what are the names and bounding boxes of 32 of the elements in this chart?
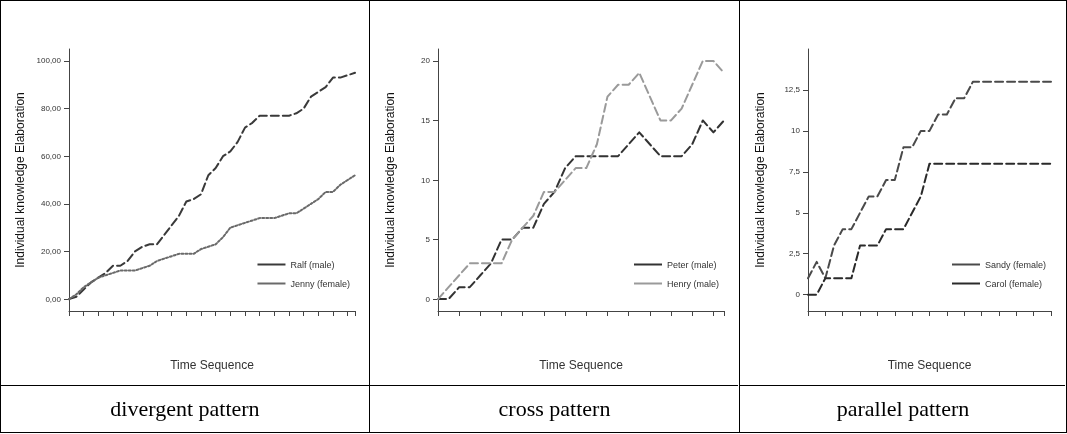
y-tick-label: 2,5	[788, 249, 801, 259]
y-tick-label: 7,5	[788, 167, 801, 177]
x-axis-title: Time Sequence	[539, 358, 624, 372]
y-axis-title: Individual knowledge Elaboration	[383, 92, 397, 268]
legend-label: Sandy (female)	[984, 259, 1046, 270]
y-tick-label: 40,00	[40, 199, 62, 209]
y-tick-label: 10	[421, 175, 431, 185]
y-tick-label: 100,00	[36, 56, 62, 66]
text: divergent pattern	[109, 395, 261, 423]
legend-label: Peter (male)	[666, 259, 717, 270]
x-axis-title: Time Sequence	[170, 358, 255, 372]
y-axis-title: Individual knowledge Elaboration	[753, 92, 767, 268]
y-tick-label: 5	[795, 208, 801, 218]
y-tick-label: 20	[421, 56, 431, 66]
y-tick-label: 5	[425, 235, 431, 245]
legend-label: Ralf (male)	[290, 259, 335, 270]
legend-label: Jenny (female)	[290, 278, 351, 289]
x-axis-title: Time Sequence	[887, 358, 972, 372]
y-tick-label: 80,00	[40, 104, 62, 114]
y-axis-title: Individual knowledge Elaboration	[12, 92, 27, 268]
y-tick-label: 10	[791, 126, 801, 136]
y-tick-label: 12,5	[784, 85, 801, 95]
y-tick-label: 60,00	[40, 151, 62, 161]
y-tick-label: 0	[425, 294, 431, 304]
y-tick-label: 0	[795, 290, 801, 300]
legend-label: Henry (male)	[666, 278, 720, 289]
text: parallel pattern	[835, 395, 971, 423]
y-tick-label: 15	[421, 115, 431, 125]
legend-label: Carol (female)	[984, 278, 1042, 289]
y-tick-label: 20,00	[40, 246, 62, 256]
text: cross pattern	[497, 395, 612, 423]
y-tick-label: 0,00	[45, 294, 62, 304]
